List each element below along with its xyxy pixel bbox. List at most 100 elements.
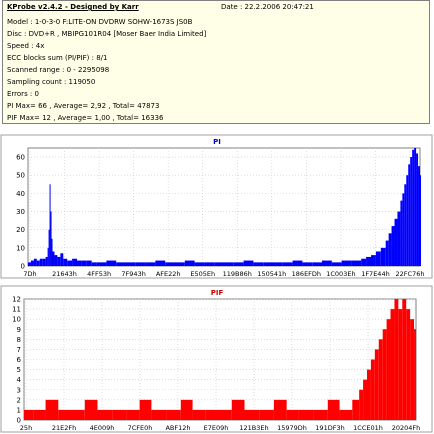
pif-xtick-label: 20204Fh — [392, 424, 421, 432]
pi-bar — [116, 262, 126, 266]
pi-bar — [30, 260, 34, 266]
pi-bar — [48, 229, 50, 266]
pi-bar — [375, 251, 381, 266]
pi-bar — [72, 258, 77, 266]
pi-bar — [388, 233, 392, 266]
pif-bar — [259, 409, 274, 420]
pif-bar — [367, 369, 371, 420]
pif-bar — [84, 399, 98, 420]
pi-bar — [63, 258, 68, 266]
pi-bar — [47, 247, 49, 266]
pif-bar — [73, 409, 85, 420]
pi-bar — [414, 148, 417, 266]
pi-bar — [282, 262, 293, 266]
pif-bar — [205, 409, 220, 420]
pi-bar — [194, 262, 205, 266]
pif-bar — [394, 299, 399, 420]
pi-bar — [331, 262, 342, 266]
pi-bar — [81, 260, 87, 266]
pi-bar — [412, 149, 415, 266]
pi-bar — [391, 226, 395, 266]
pif-bar — [166, 409, 181, 420]
pif-bar — [410, 319, 415, 420]
pif-ytick-label: 0 — [17, 417, 21, 425]
pi-bar — [243, 260, 254, 266]
pif-xtick-label: 121B3Eh — [239, 424, 268, 432]
pif-bar — [406, 309, 411, 420]
pi-bar — [273, 262, 283, 266]
pi-bar — [175, 262, 185, 266]
pi-chart: PI 0 10 20 30 40 50 60 7Dh 21643h 4FF53h 7F943h AFE2… — [0, 134, 433, 279]
info-model: Model : 1-0-3-0 F:LITE-ON DVDRW SOHW-167… — [7, 18, 193, 26]
pi-bar — [33, 258, 37, 266]
pif-bar — [363, 379, 367, 420]
pif-bar — [139, 399, 152, 420]
pi-bar — [400, 200, 403, 266]
pif-ytick-label: 4 — [17, 376, 22, 384]
pi-ytick-label: 0 — [21, 263, 25, 271]
pif-bar — [298, 409, 314, 420]
pi-bar — [361, 258, 367, 266]
pi-bar — [214, 262, 224, 266]
pif-ytick-label: 1 — [17, 406, 21, 414]
pif-bar — [414, 329, 416, 420]
pif-bar — [378, 339, 383, 420]
app-title: KProbe v2.4.2 - Designed by Karr — [7, 3, 139, 11]
pif-bar — [231, 399, 245, 420]
pi-bar — [406, 175, 409, 266]
pif-ytick-label: 6 — [17, 356, 22, 364]
info-sampling: Sampling count : 119050 — [7, 78, 96, 86]
pi-xtick-label: 21643h — [52, 270, 77, 278]
pi-bar — [253, 262, 264, 266]
info-range: Scanned range : 0 - 2295098 — [7, 66, 110, 74]
pi-plot-area — [27, 147, 421, 267]
pif-bar — [402, 299, 407, 420]
pif-bar — [359, 389, 364, 420]
pif-bar — [180, 399, 193, 420]
pi-ytick-label: 10 — [16, 244, 25, 252]
pi-bar — [292, 260, 303, 266]
pif-ytick-label: 9 — [17, 326, 21, 334]
pi-bar — [341, 260, 352, 266]
pif-bar — [370, 359, 375, 420]
pif-ytick-label: 11 — [12, 306, 21, 314]
pi-bar — [50, 211, 52, 266]
pi-xtick-label: 7F943h — [121, 270, 145, 278]
pif-bar — [58, 409, 73, 420]
pif-xtick-label: 191DF3h — [315, 424, 344, 432]
pi-bar — [135, 262, 146, 266]
pif-bar — [286, 409, 299, 420]
pi-bar — [49, 184, 51, 266]
pif-xtick-label: 21E2Fh — [52, 424, 76, 432]
pi-bar — [402, 193, 405, 266]
info-speed: Speed : 4x — [7, 42, 45, 50]
pi-bar — [397, 211, 401, 266]
pi-bar — [408, 164, 411, 266]
pi-bar — [404, 184, 407, 266]
pi-bar — [106, 260, 117, 266]
pi-bar — [416, 153, 419, 266]
pif-bar — [24, 409, 34, 420]
pif-bar — [352, 399, 360, 420]
pi-bar — [57, 256, 61, 266]
pi-bar — [418, 166, 420, 266]
pif-ytick-label: 2 — [17, 396, 21, 404]
pi-bar — [410, 157, 413, 266]
pi-bar — [91, 262, 97, 266]
pif-ytick-label: 7 — [17, 346, 21, 354]
pi-bar — [371, 255, 376, 266]
pi-xtick-label: E505Eh — [190, 270, 215, 278]
pif-xtick-label: 1CCE01h — [353, 424, 383, 432]
pi-bar — [385, 240, 389, 266]
info-errors: Errors : 0 — [7, 90, 39, 98]
pi-bar — [51, 238, 53, 266]
pi-bar — [77, 260, 82, 266]
pif-bar — [45, 399, 59, 420]
pi-bar — [28, 262, 31, 266]
pi-bar — [204, 262, 215, 266]
pif-bar — [374, 349, 379, 420]
pi-xtick-label: 7Dh — [23, 270, 36, 278]
pif-bar — [273, 399, 287, 420]
pi-ytick-label: 40 — [16, 190, 25, 198]
